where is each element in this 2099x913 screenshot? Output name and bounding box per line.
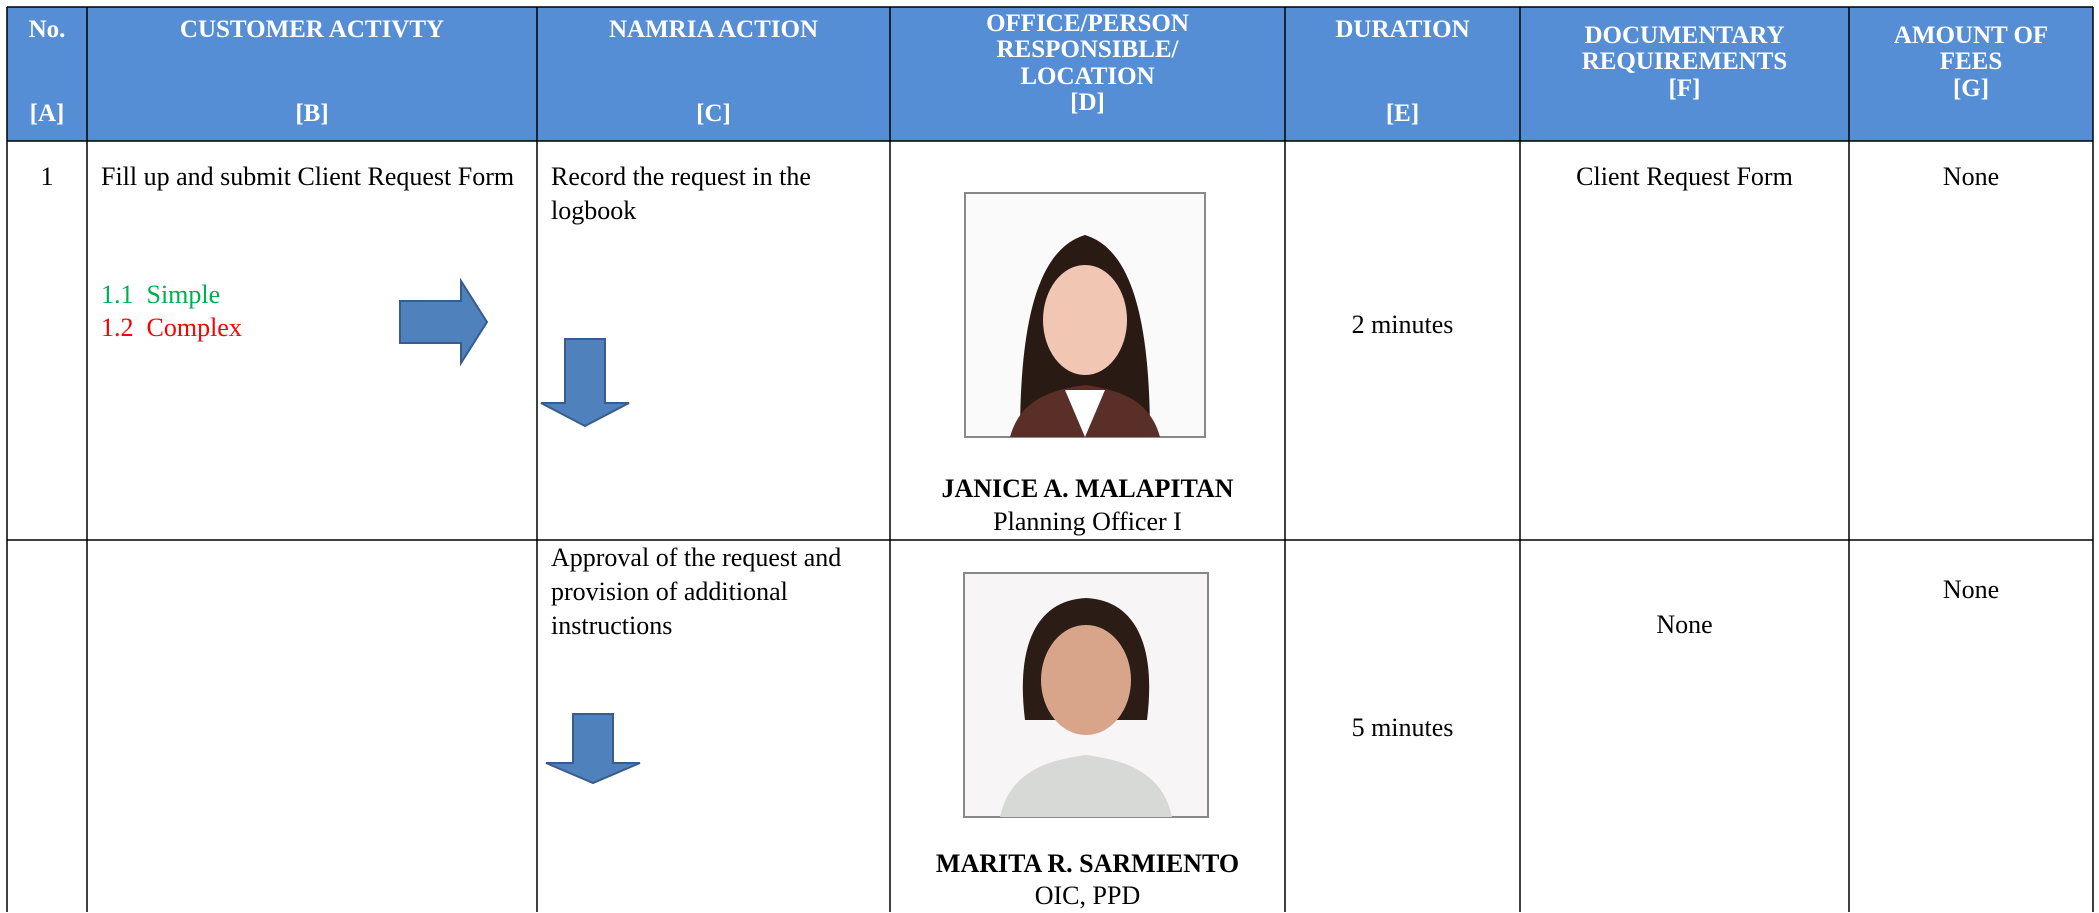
header-title: DOCUMENTARY REQUIREMENTS <box>1581 22 1788 76</box>
header-code: [B] <box>295 99 329 127</box>
header-title: OFFICE/PERSON RESPONSIBLE/ LOCATION <box>986 10 1189 90</box>
duration: 2 minutes <box>1351 310 1454 340</box>
person-name: MARITA R. SARMIENTO <box>935 849 1240 879</box>
header-title: No. <box>28 16 66 43</box>
right-arrow <box>399 277 489 367</box>
header-title: NAMRIA ACTION <box>608 16 819 43</box>
customer-activity: Fill up and submit Client Request Form <box>101 162 515 191</box>
header-cell: DOCUMENTARY REQUIREMENTS [F] <box>1520 7 1849 141</box>
header-code: [D] <box>1070 88 1105 116</box>
header-cell: NAMRIA ACTION [C] <box>537 7 890 141</box>
option: 1.1 Simple <box>101 278 220 312</box>
header-cell: AMOUNT OF FEES [G] <box>1849 7 2093 141</box>
header-cell: OFFICE/PERSON RESPONSIBLE/ LOCATION [D] <box>890 7 1285 141</box>
header-cell: CUSTOMER ACTIVTY [B] <box>87 7 537 141</box>
header-code: [A] <box>29 99 65 127</box>
header-cell: No. [A] <box>7 7 87 141</box>
person-position: Planning Officer I <box>993 507 1182 537</box>
option-number: 1.1 <box>101 280 134 310</box>
option-number: 1.2 <box>101 313 134 343</box>
duration: 5 minutes <box>1351 713 1454 743</box>
namria-action: Approval of the request and provision of… <box>551 543 842 640</box>
requirements: None <box>1656 610 1713 640</box>
header-code: [C] <box>696 99 731 127</box>
option: 1.2 Complex <box>101 311 242 345</box>
row-number: 1 <box>40 162 54 192</box>
header-title: AMOUNT OF FEES <box>1893 22 2049 76</box>
header-title: DURATION <box>1335 16 1470 43</box>
header-code: [F] <box>1668 74 1701 102</box>
option-label: Complex <box>146 313 242 343</box>
header-code: [G] <box>1952 74 1990 102</box>
grid-lines <box>6 6 2094 912</box>
header-code: [E] <box>1385 99 1420 127</box>
down-arrow <box>545 713 641 785</box>
person-name: JANICE A. MALAPITAN <box>941 474 1234 504</box>
photo <box>963 572 1209 818</box>
fees: None <box>1942 575 2000 605</box>
photo <box>964 192 1206 438</box>
fees: None <box>1942 162 2000 192</box>
person-position: OIC, PPD <box>1034 881 1141 911</box>
header-background <box>7 7 2093 141</box>
namria-action: Record the request in the logbook <box>551 162 811 225</box>
option-label: Simple <box>146 280 221 310</box>
header-cell: DURATION [E] <box>1285 7 1520 141</box>
header-title: CUSTOMER ACTIVTY <box>179 16 445 43</box>
requirements: Client Request Form <box>1576 162 1793 192</box>
down-arrow <box>540 338 630 428</box>
